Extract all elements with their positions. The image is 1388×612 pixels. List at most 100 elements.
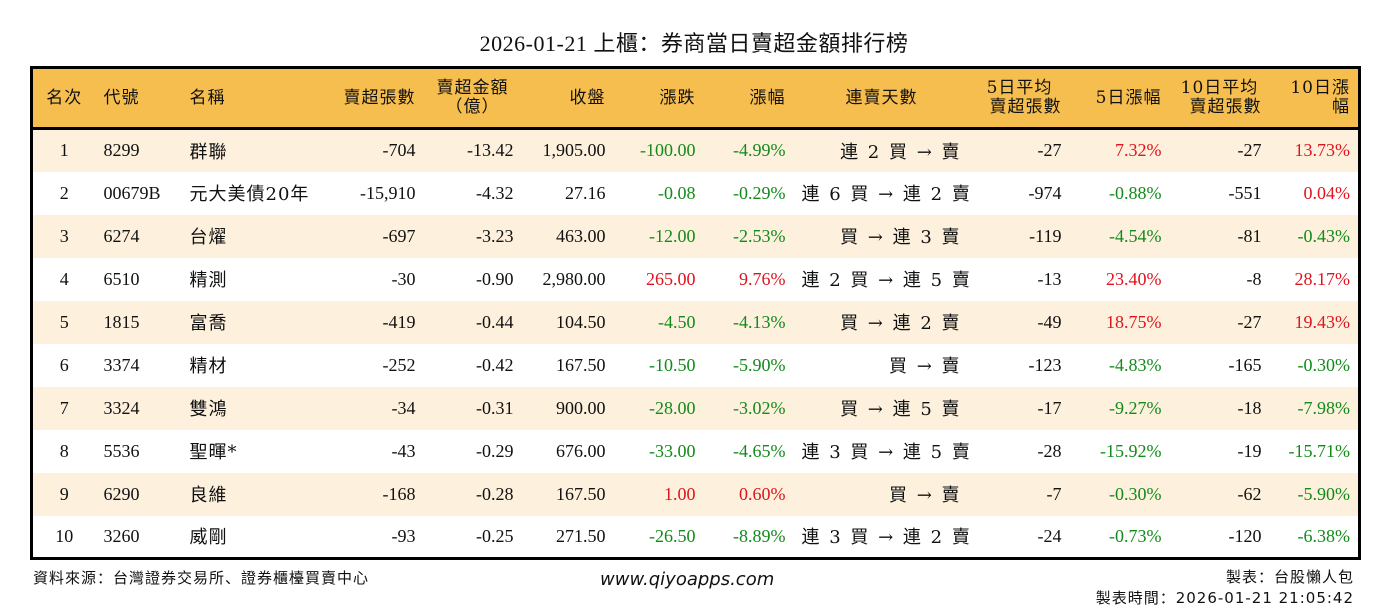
pct5-cell: -4.54% bbox=[1109, 225, 1162, 246]
pct5-cell: -0.88% bbox=[1109, 182, 1162, 203]
header-net-sell-lots: 賣超張數 bbox=[331, 67, 424, 130]
author-label: 製表：台股懶人包 bbox=[1225, 568, 1354, 586]
change-pct-cell: -4.65% bbox=[733, 440, 786, 461]
table-header-row: 名次 代號 名稱 賣超張數 賣超金額 （億） 收盤 漲跌 漲幅 連賣天數 5日平… bbox=[31, 67, 1360, 130]
header-avg5-line1: 5日平均 bbox=[986, 78, 1053, 98]
footer-credits: 製表：台股懶人包 製表時間：2026-01-21 21:05:42 bbox=[1096, 567, 1354, 609]
change-pct-cell: -5.90% bbox=[733, 354, 786, 375]
rank-cell: 3 bbox=[59, 225, 69, 246]
change-pct-cell: -2.53% bbox=[733, 225, 786, 246]
net-sell-amount-cell: -13.42 bbox=[467, 140, 514, 161]
streak-cell: 連 3 買 → 連 5 賣 bbox=[801, 442, 972, 463]
pct5-cell: -0.30% bbox=[1109, 483, 1162, 504]
table-row: 6 3374 精材 -252 -0.42 167.50 -10.50 -5.90% 買 → 賣 -… bbox=[31, 343, 1360, 387]
streak-cell: 連 6 買 → 連 2 賣 bbox=[801, 184, 972, 205]
close-cell: 27.16 bbox=[565, 182, 606, 203]
header-net-sell-amount-line2: （億） bbox=[445, 97, 500, 117]
streak-cell: 買 → 連 5 賣 bbox=[840, 399, 962, 420]
table-row: 7 3324 雙鴻 -34 -0.31 900.00 -28.00 -3.02% 買 → 連 5… bbox=[31, 386, 1360, 430]
change-pct-cell: -3.02% bbox=[733, 397, 786, 418]
pct10-cell: 28.17% bbox=[1294, 268, 1351, 289]
page-title: 2026-01-21 上櫃：券商當日賣超金額排行榜 bbox=[479, 31, 909, 56]
net-sell-amount-cell: -0.25 bbox=[476, 525, 514, 546]
change-cell: -33.00 bbox=[649, 440, 696, 461]
net-sell-lots-cell: -168 bbox=[382, 483, 416, 504]
close-cell: 167.50 bbox=[556, 483, 606, 504]
change-cell: -100.00 bbox=[640, 140, 696, 161]
rank-cell: 8 bbox=[59, 440, 69, 461]
change-cell: 1.00 bbox=[664, 483, 696, 504]
rank-cell: 6 bbox=[59, 354, 69, 375]
name-cell: 精測 bbox=[189, 270, 228, 291]
streak-cell: 買 → 連 3 賣 bbox=[840, 227, 962, 248]
change-pct-cell: -4.99% bbox=[733, 140, 786, 161]
table-row: 2 00679B 元大美債20年 -15,910 -4.32 27.16 -0.08 -0.2… bbox=[31, 171, 1360, 215]
header-avg5: 5日平均 賣超張數 bbox=[969, 67, 1070, 130]
avg5-cell: -13 bbox=[1037, 268, 1062, 289]
change-cell: 265.00 bbox=[646, 268, 696, 289]
streak-cell: 買 → 連 2 賣 bbox=[840, 313, 962, 334]
rank-cell: 9 bbox=[59, 483, 69, 504]
close-cell: 104.50 bbox=[556, 311, 606, 332]
name-cell: 聖暉* bbox=[189, 442, 238, 463]
streak-cell: 買 → 賣 bbox=[888, 485, 962, 506]
avg5-cell: -49 bbox=[1037, 311, 1062, 332]
change-pct-cell: 9.76% bbox=[739, 268, 786, 289]
net-sell-lots-cell: -15,910 bbox=[360, 182, 416, 203]
avg5-cell: -17 bbox=[1037, 397, 1062, 418]
streak-cell: 連 2 買 → 賣 bbox=[840, 141, 962, 163]
code-cell: 6290 bbox=[103, 483, 140, 504]
close-cell: 2,980.00 bbox=[542, 268, 606, 289]
avg10-cell: -62 bbox=[1237, 483, 1262, 504]
header-avg10: 10日平均 賣超張數 bbox=[1169, 67, 1270, 130]
net-sell-lots-cell: -34 bbox=[391, 397, 416, 418]
change-pct-cell: 0.60% bbox=[739, 483, 786, 504]
ranking-table: 名次 代號 名稱 賣超張數 賣超金額 （億） 收盤 漲跌 漲幅 連賣天數 5日平… bbox=[30, 66, 1361, 560]
avg10-cell: -18 bbox=[1237, 397, 1262, 418]
rank-cell: 4 bbox=[59, 268, 69, 289]
pct5-cell: -0.73% bbox=[1109, 525, 1162, 546]
header-code: 代號 bbox=[95, 67, 182, 130]
pct5-cell: 18.75% bbox=[1106, 311, 1162, 332]
streak-cell: 連 3 買 → 連 2 賣 bbox=[801, 527, 972, 549]
avg10-cell: -27 bbox=[1237, 140, 1262, 161]
code-cell: 00679B bbox=[103, 182, 161, 203]
pct5-cell: -9.27% bbox=[1109, 397, 1162, 418]
header-change-pct: 漲幅 bbox=[703, 67, 794, 130]
name-cell: 雙鴻 bbox=[189, 399, 228, 420]
streak-cell: 買 → 賣 bbox=[888, 356, 962, 377]
avg5-cell: -974 bbox=[1028, 182, 1062, 203]
avg10-cell: -81 bbox=[1237, 225, 1262, 246]
change-pct-cell: -4.13% bbox=[733, 311, 786, 332]
header-net-sell-amount: 賣超金額 （億） bbox=[423, 67, 522, 130]
pct10-cell: -6.38% bbox=[1297, 525, 1351, 546]
change-cell: -28.00 bbox=[649, 397, 696, 418]
website-link[interactable]: www.qiyoapps.com bbox=[600, 569, 775, 590]
change-cell: -4.50 bbox=[658, 311, 696, 332]
header-avg5-line2: 賣超張數 bbox=[989, 97, 1062, 117]
close-cell: 167.50 bbox=[556, 354, 606, 375]
code-cell: 6274 bbox=[103, 225, 140, 246]
pct10-cell: -7.98% bbox=[1297, 397, 1351, 418]
header-change: 漲跌 bbox=[613, 67, 704, 130]
net-sell-amount-cell: -0.44 bbox=[476, 311, 514, 332]
name-cell: 元大美債20年 bbox=[189, 184, 310, 205]
table-row: 3 6274 台燿 -697 -3.23 463.00 -12.00 -2.53% 買 → 連 … bbox=[31, 214, 1360, 258]
rank-cell: 1 bbox=[59, 140, 69, 161]
table-row: 10 3260 威剛 -93 -0.25 271.50 -26.50 -8.89% 連 3 買 … bbox=[31, 515, 1360, 559]
close-cell: 271.50 bbox=[556, 525, 606, 546]
avg5-cell: -24 bbox=[1037, 525, 1062, 546]
close-cell: 676.00 bbox=[556, 440, 606, 461]
avg5-cell: -119 bbox=[1029, 225, 1062, 246]
change-cell: -12.00 bbox=[649, 225, 696, 246]
net-sell-lots-cell: -704 bbox=[382, 140, 416, 161]
avg5-cell: -28 bbox=[1037, 440, 1062, 461]
pct10-cell: 19.43% bbox=[1294, 311, 1351, 332]
header-pct5: 5日漲幅 bbox=[1069, 67, 1170, 130]
pct10-cell: 0.04% bbox=[1303, 182, 1351, 203]
name-cell: 威剛 bbox=[189, 527, 228, 549]
pct5-cell: 7.32% bbox=[1115, 140, 1162, 161]
avg10-cell: -120 bbox=[1228, 525, 1262, 546]
code-cell: 6510 bbox=[103, 268, 140, 289]
code-cell: 3324 bbox=[103, 397, 140, 418]
